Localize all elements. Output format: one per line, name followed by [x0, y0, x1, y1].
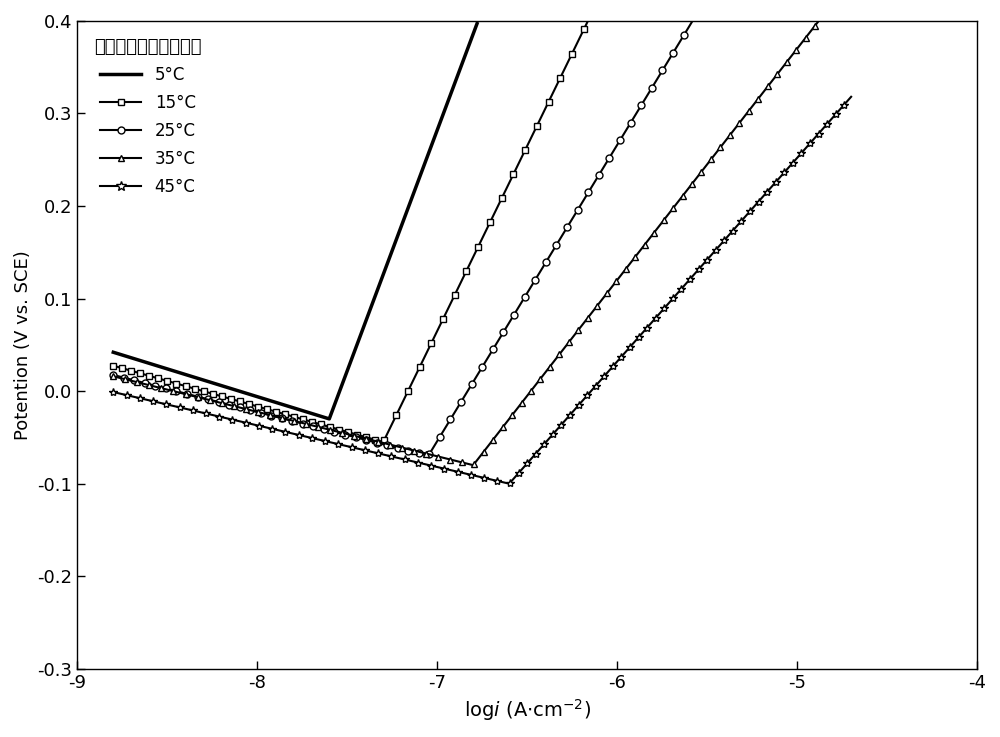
45°C: [212, 412, 224, 421]
5°C: [281, 402, 293, 411]
5°C: [323, 414, 335, 423]
25°C: [422, 452, 434, 461]
5°C: [361, 313, 373, 322]
Line: 45°C: 45°C: [109, 93, 855, 488]
35°C: [641, 238, 653, 247]
45°C: [434, 464, 446, 472]
15°C: [245, 400, 257, 409]
15°C: [296, 415, 308, 424]
15°C: [377, 438, 389, 447]
5°C: [311, 411, 323, 419]
35°C: [812, 18, 824, 27]
15°C: [581, 18, 593, 27]
5°C: [437, 110, 449, 119]
X-axis label: $\mathrm{log}i\ \mathrm{(A{\cdot}cm^{-2})}$: $\mathrm{log}i\ \mathrm{(A{\cdot}cm^{-2}…: [464, 697, 591, 723]
45°C: [845, 92, 857, 101]
35°C: [796, 38, 808, 47]
45°C: [724, 229, 736, 238]
15°C: [107, 361, 119, 370]
45°C: [570, 404, 582, 413]
35°C: [585, 310, 597, 318]
35°C: [107, 372, 119, 381]
45°C: [107, 388, 119, 397]
Line: 25°C: 25°C: [110, 18, 696, 459]
25°C: [686, 17, 698, 26]
45°C: [813, 128, 825, 137]
Y-axis label: Potention (V vs. SCE): Potention (V vs. SCE): [14, 250, 32, 440]
35°C: [747, 102, 759, 111]
45°C: [174, 403, 186, 412]
15°C: [131, 368, 143, 377]
25°C: [635, 101, 647, 110]
Legend: 5°C, 15°C, 25°C, 35°C, 45°C: 5°C, 15°C, 25°C, 35°C, 45°C: [86, 29, 210, 204]
5°C: [138, 357, 150, 366]
25°C: [305, 422, 317, 430]
15°C: [172, 380, 184, 388]
Line: 35°C: 35°C: [110, 18, 821, 469]
5°C: [471, 19, 483, 28]
35°C: [467, 461, 479, 469]
25°C: [283, 416, 295, 425]
25°C: [107, 371, 119, 380]
15°C: [502, 182, 514, 191]
15°C: [140, 371, 152, 380]
5°C: [175, 368, 187, 377]
25°C: [326, 427, 338, 436]
35°C: [276, 413, 288, 422]
25°C: [617, 130, 629, 139]
Line: 5°C: 5°C: [113, 24, 477, 419]
Line: 15°C: 15°C: [110, 18, 591, 445]
25°C: [419, 451, 431, 460]
45°C: [503, 479, 515, 488]
5°C: [107, 348, 119, 357]
35°C: [684, 182, 696, 191]
